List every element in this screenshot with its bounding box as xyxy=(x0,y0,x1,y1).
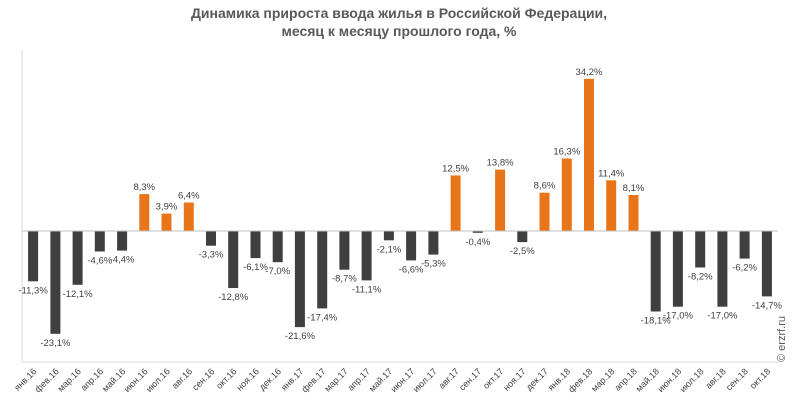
x-tick-label-мар.18: мар.18 xyxy=(589,366,616,393)
chart-title-line1: Динамика прироста ввода жилья в Российск… xyxy=(191,5,607,21)
x-tick-label-мар.16: мар.16 xyxy=(56,366,83,393)
x-tick-label-июн.18: июн.18 xyxy=(656,366,684,394)
bar-янв.18 xyxy=(561,158,572,231)
watermark: © erzrf.ru xyxy=(776,316,788,362)
data-label-сен.17: -0,4% xyxy=(465,237,490,248)
bar-ноя.17 xyxy=(517,231,528,243)
bar-авг.18 xyxy=(717,231,728,307)
data-label-авг.18: -17,0% xyxy=(707,311,738,322)
x-tick-label-июл.16: июл.16 xyxy=(144,366,172,394)
bar-июн.16 xyxy=(139,194,150,231)
x-tick-label-июн.16: июн.16 xyxy=(122,366,150,394)
bar-июл.16 xyxy=(161,213,172,231)
bar-сен.18 xyxy=(739,231,750,259)
data-label-авг.16: 6,4% xyxy=(178,191,200,202)
bar-мар.16 xyxy=(72,231,83,285)
data-label-сен.16: -3,3% xyxy=(199,250,224,261)
data-label-мар.16: -12,1% xyxy=(63,289,94,300)
data-label-мар.18: 11,4% xyxy=(598,168,625,179)
bar-июн.17 xyxy=(406,231,417,261)
x-tick-label-фев.17: фев.17 xyxy=(300,366,328,394)
chart-title-line2: месяц к месяцу прошлого года, % xyxy=(282,23,518,39)
bar-апр.18 xyxy=(628,195,639,231)
bar-апр.17 xyxy=(361,231,372,281)
bar-фев.16 xyxy=(50,231,61,334)
data-label-фев.17: -17,4% xyxy=(307,312,338,323)
bar-янв.17 xyxy=(294,231,305,328)
x-tick-label-мар.17: мар.17 xyxy=(322,366,349,393)
x-tick-label-сен.16: сен.16 xyxy=(190,366,216,392)
data-label-окт.16: -12,8% xyxy=(218,292,249,303)
data-label-дек.16: -7,0% xyxy=(265,266,290,277)
data-label-май.16: -4,4% xyxy=(110,255,135,266)
data-label-июн.16: 8,3% xyxy=(133,182,155,193)
data-label-сен.18: -6,2% xyxy=(732,263,757,274)
bar-окт.16 xyxy=(228,231,239,288)
x-tick-label-дек.16: дек.16 xyxy=(257,366,283,392)
x-tick-label-сен.18: сен.18 xyxy=(724,366,750,392)
bar-ноя.16 xyxy=(250,231,261,259)
x-tick-label-июл.18: июл.18 xyxy=(678,366,706,394)
bar-мар.17 xyxy=(339,231,350,270)
bar-окт.18 xyxy=(761,231,772,297)
data-label-июл.18: -8,2% xyxy=(688,272,713,283)
data-label-фев.16: -23,1% xyxy=(40,338,71,349)
data-label-янв.17: -21,6% xyxy=(285,331,316,342)
bar-авг.17 xyxy=(450,175,461,231)
bar-фев.18 xyxy=(584,78,594,231)
bar-окт.17 xyxy=(495,169,506,231)
x-tick-labels-group: янв.16фев.16мар.16апр.16май.16июн.16июл.… xyxy=(12,366,772,394)
data-label-май.18: -18,1% xyxy=(641,316,672,327)
data-label-мар.17: -8,7% xyxy=(332,274,357,285)
x-tick-label-фев.16: фев.16 xyxy=(33,366,61,394)
data-label-авг.17: 12,5% xyxy=(442,163,469,174)
data-label-ноя.16: -6,1% xyxy=(243,262,268,273)
data-label-апр.17: -11,1% xyxy=(352,284,382,295)
bar-июл.17 xyxy=(428,231,439,255)
data-label-дек.17: 8,6% xyxy=(534,181,556,192)
data-label-окт.17: 13,8% xyxy=(487,158,514,169)
bar-авг.16 xyxy=(183,202,194,231)
data-label-июн.17: -6,6% xyxy=(399,264,424,275)
x-tick-label-июн.17: июн.17 xyxy=(389,366,417,394)
data-label-фев.18: 34,2% xyxy=(576,67,603,78)
bar-июн.18 xyxy=(672,231,683,307)
bar-июл.18 xyxy=(695,231,706,268)
data-label-окт.18: -14,7% xyxy=(752,300,783,311)
data-label-июл.17: -5,3% xyxy=(421,259,446,270)
data-label-ноя.17: -2,5% xyxy=(510,246,535,257)
x-tick-label-сен.17: сен.17 xyxy=(457,366,483,392)
x-tick-label-ноя.17: ноя.17 xyxy=(501,366,527,392)
bar-сен.16 xyxy=(206,231,216,246)
bar-янв.16 xyxy=(28,231,39,282)
bar-май.17 xyxy=(383,231,394,241)
bar-фев.17 xyxy=(317,231,328,309)
x-tick-label-окт.18: окт.18 xyxy=(748,366,773,391)
bars-group xyxy=(28,78,772,334)
bar-сен.17 xyxy=(472,231,483,233)
x-tick-label-фев.18: фев.18 xyxy=(566,366,594,394)
data-label-апр.16: -4,6% xyxy=(87,256,112,267)
data-labels-group: -11,3% -23,1% -12,1% -4,6%-4,4% 8,3%3,9%6,4%… xyxy=(18,67,782,349)
data-label-май.17: -2,1% xyxy=(376,244,401,255)
x-tick-label-июл.17: июл.17 xyxy=(411,366,439,394)
bar-дек.16 xyxy=(272,231,283,263)
bar-апр.16 xyxy=(94,231,105,252)
bar-дек.17 xyxy=(539,192,550,231)
data-label-июн.18: -17,0% xyxy=(663,311,694,322)
bar-май.18 xyxy=(650,231,661,312)
bar-мар.18 xyxy=(606,180,617,231)
x-tick-label-ноя.16: ноя.16 xyxy=(234,366,260,392)
data-label-июл.16: 3,9% xyxy=(156,202,178,213)
x-tick-label-дек.17: дек.17 xyxy=(524,366,550,392)
data-label-апр.18: 8,1% xyxy=(623,183,645,194)
data-label-янв.16: -11,3% xyxy=(18,285,48,296)
bar-май.16 xyxy=(117,231,128,251)
data-label-янв.18: 16,3% xyxy=(553,147,580,158)
